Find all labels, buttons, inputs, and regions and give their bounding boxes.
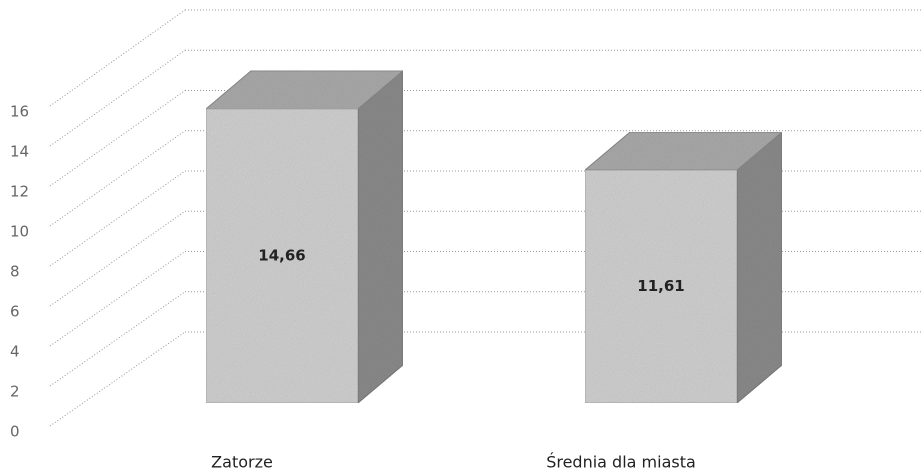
y-tick-label: 6 — [10, 303, 20, 321]
bar-side — [736, 130, 783, 405]
grid-line-side — [49, 49, 186, 147]
y-tick-label: 4 — [10, 343, 20, 361]
grid-line-side — [49, 251, 186, 347]
bar — [584, 169, 738, 404]
y-tick-label: 16 — [10, 103, 29, 121]
y-tick-label: 2 — [10, 383, 20, 401]
grid-line-side — [49, 90, 186, 187]
y-tick-label: 10 — [10, 223, 29, 241]
y-tick-label: 12 — [10, 183, 29, 201]
grid-line-side — [49, 130, 186, 227]
grid-line-side — [49, 291, 186, 387]
grid-line-side — [49, 331, 186, 427]
x-tick-label: Zatorze — [211, 453, 273, 472]
grid-line-side — [49, 170, 186, 267]
bar-side — [357, 69, 404, 405]
data-label: 14,66 — [258, 246, 305, 264]
grid-line-side — [49, 9, 186, 107]
data-label: 11,61 — [637, 277, 684, 295]
x-tick-label: Średnia dla miasta — [546, 453, 696, 472]
bar — [205, 108, 359, 404]
y-tick-label: 8 — [10, 263, 20, 281]
y-tick-label: 0 — [10, 423, 20, 441]
grid-line-side — [49, 210, 186, 307]
y-tick-label: 14 — [10, 143, 29, 161]
